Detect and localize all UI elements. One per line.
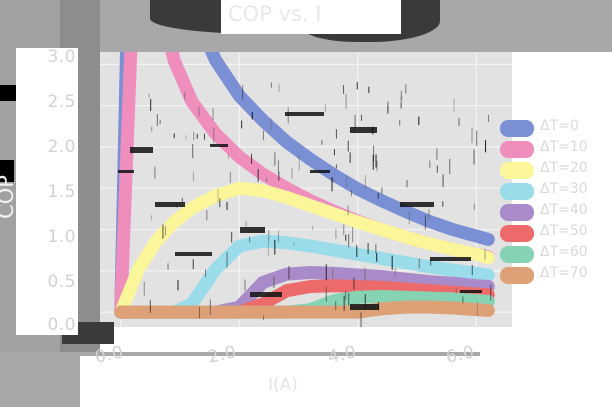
- corruption-black-bar-left2: [0, 160, 14, 182]
- legend-swatch-icon: [500, 267, 534, 284]
- x-axis-label: I(A): [268, 375, 298, 395]
- legend-swatch-icon: [500, 204, 534, 221]
- legend-item-7[interactable]: ΔT=70: [498, 265, 604, 286]
- bottom-right-panel: [480, 352, 612, 407]
- legend-item-4[interactable]: ΔT=40: [498, 202, 604, 223]
- legend-swatch-icon: [500, 246, 534, 263]
- legend: ΔT=0 ΔT=10 ΔT=20 ΔT=30 ΔT=40 ΔT=50 ΔT=60 ΔT=70: [498, 118, 604, 286]
- legend-label: ΔT=50: [540, 223, 588, 239]
- y-axis-label: COP: [0, 175, 18, 219]
- series-line-2: [114, 181, 495, 319]
- legend-label: ΔT=10: [540, 139, 588, 155]
- y-tick-0.5: 0.5: [47, 272, 76, 292]
- y-tick-1.0: 1.0: [47, 227, 76, 247]
- legend-swatch-icon: [500, 141, 534, 158]
- y-tick-2.5: 2.5: [47, 92, 76, 112]
- legend-label: ΔT=40: [540, 202, 588, 218]
- y-tick-2.0: 2.0: [47, 137, 76, 157]
- plot-area: [100, 52, 512, 327]
- y-tick-3.0: 3.0: [47, 47, 76, 67]
- y-tick-0.0: 0.0: [47, 315, 76, 335]
- legend-label: ΔT=20: [540, 160, 588, 176]
- legend-swatch-icon: [500, 225, 534, 242]
- chart-lines: [100, 52, 512, 327]
- legend-item-6[interactable]: ΔT=60: [498, 244, 604, 265]
- y-axis-label-panel: [16, 48, 78, 335]
- series-line-7: [114, 300, 495, 319]
- legend-label: ΔT=70: [540, 265, 588, 281]
- legend-swatch-icon: [500, 162, 534, 179]
- legend-label: ΔT=60: [540, 244, 588, 260]
- page-title: COP vs. I: [228, 2, 322, 26]
- series-line-0: [114, 52, 495, 319]
- legend-swatch-icon: [500, 183, 534, 200]
- legend-label: ΔT=30: [540, 181, 588, 197]
- legend-label: ΔT=0: [540, 118, 579, 134]
- legend-item-1[interactable]: ΔT=10: [498, 139, 604, 160]
- legend-background: [552, 118, 604, 286]
- legend-item-5[interactable]: ΔT=50: [498, 223, 604, 244]
- legend-swatch-icon: [500, 120, 534, 137]
- y-tick-1.5: 1.5: [47, 182, 76, 202]
- title-background: [221, 0, 401, 34]
- x-axis-label-panel: [80, 356, 480, 407]
- legend-item-0[interactable]: ΔT=0: [498, 118, 604, 139]
- legend-item-3[interactable]: ΔT=30: [498, 181, 604, 202]
- legend-item-2[interactable]: ΔT=20: [498, 160, 604, 181]
